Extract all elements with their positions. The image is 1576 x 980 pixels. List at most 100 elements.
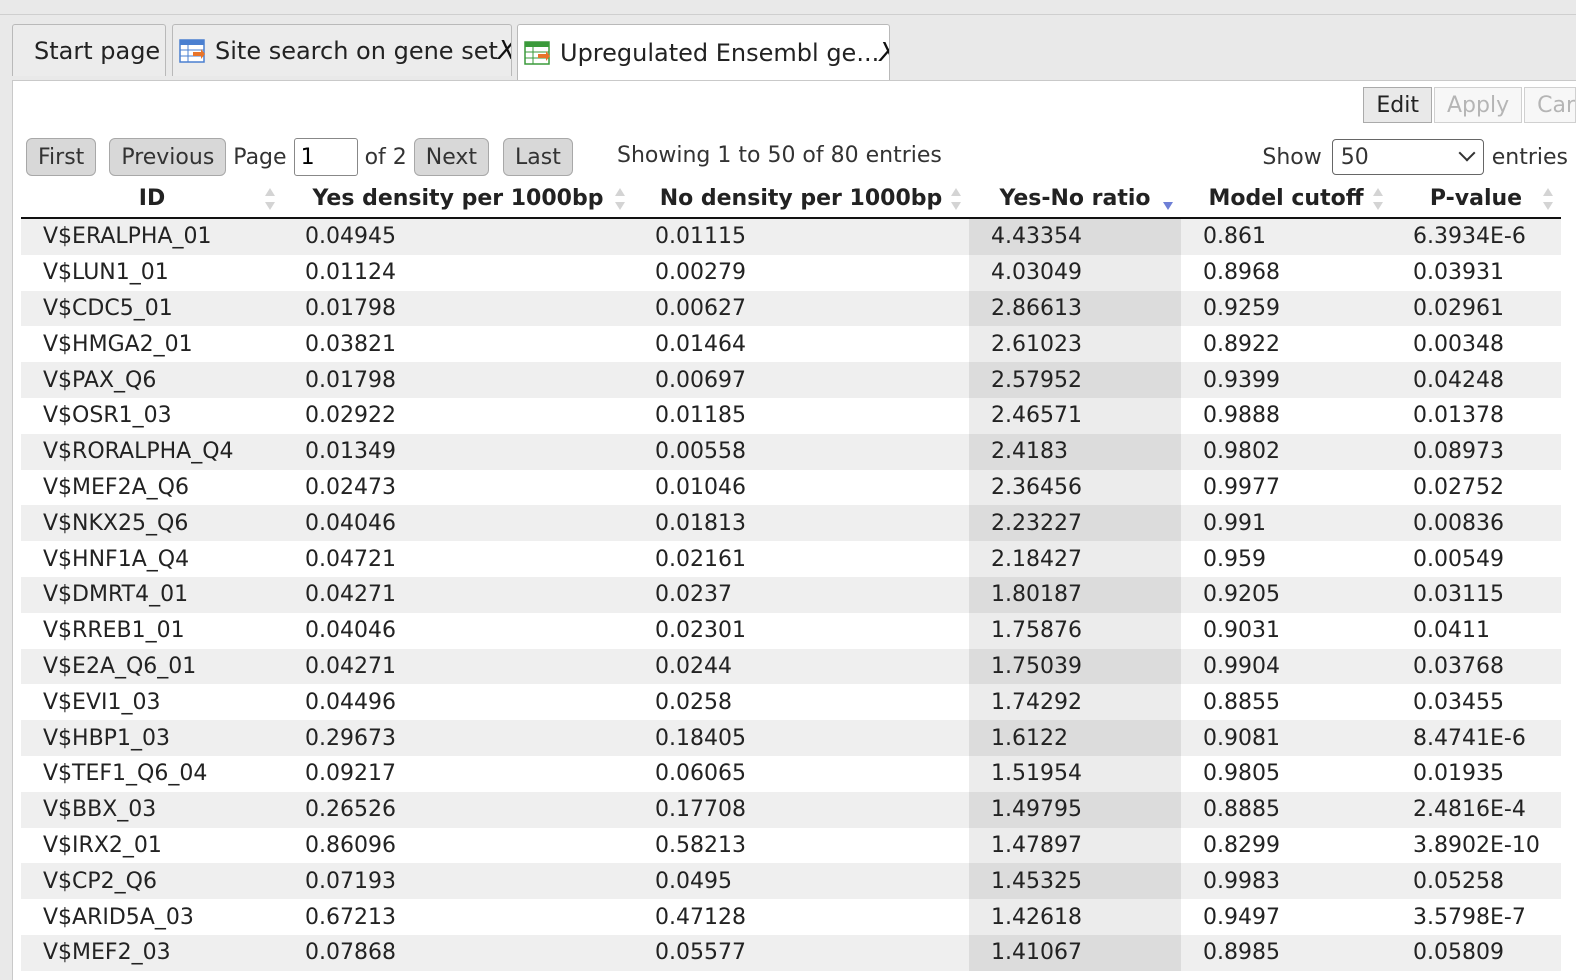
- cell-yes-no-ratio: 2.46571: [969, 397, 1181, 434]
- sort-icon: [1543, 188, 1553, 210]
- cell-yes-density: 0.03821: [283, 326, 633, 363]
- table-row[interactable]: V$E2A_Q6_01 0.04271 0.0244 1.75039 0.9904 0.0…: [21, 648, 1561, 685]
- table-row[interactable]: V$OSR1_03 0.02922 0.01185 2.46571 0.9888 0.01…: [21, 397, 1561, 434]
- sort-descending-icon: [1163, 202, 1173, 210]
- cell-no-density: 0.00627: [633, 290, 969, 327]
- cell-model-cutoff: 0.861: [1181, 218, 1391, 255]
- next-page-button[interactable]: Next: [413, 138, 490, 176]
- tab-site-search[interactable]: Site search on gene set X: [172, 24, 512, 76]
- cell-no-density: 0.17708: [633, 791, 969, 828]
- edit-button[interactable]: Edit: [1363, 87, 1432, 123]
- sort-icon: [1373, 188, 1383, 210]
- cell-id: V$ERALPHA_01: [21, 218, 283, 255]
- cell-id: V$LUN1_01: [21, 254, 283, 291]
- cell-id: V$E2A_Q6_01: [21, 648, 283, 685]
- table-row[interactable]: V$NKX25_Q6 0.04046 0.01813 2.23227 0.991 0.00…: [21, 505, 1561, 542]
- table-row[interactable]: V$RORALPHA_Q4 0.01349 0.00558 2.4183 0.9802 0…: [21, 433, 1561, 470]
- cell-p-value: 0.01935: [1391, 755, 1561, 792]
- table-row[interactable]: V$HMGA2_01 0.03821 0.01464 2.61023 0.8922 0.0…: [21, 326, 1561, 363]
- column-header-model-cutoff[interactable]: Model cutoff: [1181, 179, 1391, 219]
- table-row[interactable]: V$RREB1_01 0.04046 0.02301 1.75876 0.9031 0.0…: [21, 612, 1561, 649]
- cell-model-cutoff: 0.9805: [1181, 755, 1391, 792]
- first-page-button[interactable]: First: [26, 138, 97, 176]
- page-label: Page: [233, 144, 287, 170]
- close-icon[interactable]: X: [498, 36, 511, 66]
- cell-yes-density: 0.01349: [283, 433, 633, 470]
- cell-p-value: 0.03931: [1391, 254, 1561, 291]
- column-header-p-value[interactable]: P-value: [1391, 179, 1561, 219]
- table-row[interactable]: V$HBP1_03 0.29673 0.18405 1.6122 0.9081 8.474…: [21, 720, 1561, 756]
- tab-upregulated[interactable]: Upregulated Ensembl ge... X: [517, 24, 890, 80]
- cell-yes-density: 0.02473: [283, 469, 633, 506]
- cell-p-value: 0.02752: [1391, 469, 1561, 506]
- table-row[interactable]: V$BBX_03 0.26526 0.17708 1.49795 0.8885 2.481…: [21, 791, 1561, 828]
- cell-id: V$TEF1_Q6_04: [21, 755, 283, 792]
- last-page-button[interactable]: Last: [503, 138, 573, 176]
- cell-id: V$HBP1_03: [21, 720, 283, 756]
- close-icon[interactable]: X: [879, 38, 889, 68]
- table-row[interactable]: V$MEF2_03 0.07868 0.05577 1.41067 0.8985 0.05…: [21, 934, 1561, 971]
- cell-p-value: 3.8902E-10: [1391, 827, 1561, 864]
- table-row[interactable]: V$TEF1_Q6_04 0.09217 0.06065 1.51954 0.9805 0…: [21, 755, 1561, 792]
- column-header-id[interactable]: ID: [21, 179, 283, 219]
- cell-model-cutoff: 0.9081: [1181, 720, 1391, 756]
- cell-id: V$MEF2A_Q6: [21, 469, 283, 506]
- table-row[interactable]: V$HNF1A_Q4 0.04721 0.02161 2.18427 0.959 0.00…: [21, 541, 1561, 577]
- page-number-input[interactable]: [293, 138, 358, 176]
- cell-model-cutoff: 0.8985: [1181, 934, 1391, 971]
- cell-yes-density: 0.26526: [283, 791, 633, 828]
- table-row[interactable]: V$CDC5_01 0.01798 0.00627 2.86613 0.9259 0.02…: [21, 290, 1561, 327]
- cell-p-value: 0.00348: [1391, 326, 1561, 363]
- cell-model-cutoff: 0.9983: [1181, 863, 1391, 900]
- previous-page-button[interactable]: Previous: [109, 138, 227, 176]
- cell-p-value: 2.4816E-4: [1391, 791, 1561, 828]
- cell-id: V$PAX_Q6: [21, 362, 283, 398]
- cell-yes-no-ratio: 4.03049: [969, 254, 1181, 291]
- tab-label: Site search on gene set: [215, 36, 498, 65]
- page-size-value: 50: [1340, 144, 1369, 170]
- cell-id: V$NKX25_Q6: [21, 505, 283, 542]
- cell-no-density: 0.01464: [633, 326, 969, 363]
- cell-no-density: 0.0258: [633, 684, 969, 721]
- cell-model-cutoff: 0.9497: [1181, 899, 1391, 935]
- table-row[interactable]: V$EVI1_03 0.04496 0.0258 1.74292 0.8855 0.034…: [21, 684, 1561, 721]
- table-row[interactable]: V$LUN1_01 0.01124 0.00279 4.03049 0.8968 0.03…: [21, 254, 1561, 291]
- cell-no-density: 0.0237: [633, 576, 969, 613]
- cell-model-cutoff: 0.9904: [1181, 648, 1391, 685]
- cell-model-cutoff: 0.9031: [1181, 612, 1391, 649]
- column-header-yes-density[interactable]: Yes density per 1000bp: [283, 179, 633, 219]
- cell-yes-no-ratio: 1.51954: [969, 755, 1181, 792]
- tab-label: Upregulated Ensembl ge...: [560, 38, 880, 67]
- table-row[interactable]: V$IRX2_01 0.86096 0.58213 1.47897 0.8299 3.89…: [21, 827, 1561, 864]
- tab-start-page[interactable]: Start page: [12, 24, 166, 76]
- table-icon: [524, 40, 550, 65]
- cell-p-value: 0.03455: [1391, 684, 1561, 721]
- cell-id: V$RREB1_01: [21, 612, 283, 649]
- cell-yes-no-ratio: 1.6122: [969, 720, 1181, 756]
- cell-p-value: 0.05258: [1391, 863, 1561, 900]
- cell-model-cutoff: 0.991: [1181, 505, 1391, 542]
- apply-button[interactable]: Apply: [1433, 87, 1523, 123]
- page-size-select[interactable]: 50: [1331, 139, 1484, 175]
- cancel-button[interactable]: Car: [1524, 87, 1576, 123]
- column-header-no-density[interactable]: No density per 1000bp: [633, 179, 969, 219]
- table-row[interactable]: V$DMRT4_01 0.04271 0.0237 1.80187 0.9205 0.03…: [21, 576, 1561, 613]
- table-panel: Edit Apply Car First Previous Page of 2 …: [12, 80, 1576, 980]
- tab-label: Start page: [34, 36, 161, 65]
- cell-id: V$IRX2_01: [21, 827, 283, 864]
- cell-p-value: 0.08973: [1391, 433, 1561, 470]
- cell-id: V$BBX_03: [21, 791, 283, 828]
- edit-toolbar: Edit Apply Car: [1361, 87, 1576, 123]
- cell-no-density: 0.47128: [633, 899, 969, 935]
- cell-model-cutoff: 0.9259: [1181, 290, 1391, 327]
- cell-yes-density: 0.04945: [283, 218, 633, 255]
- column-header-yes-no-ratio[interactable]: Yes-No ratio: [969, 179, 1181, 219]
- table-row[interactable]: V$ERALPHA_01 0.04945 0.01115 4.43354 0.861 6.…: [21, 218, 1561, 255]
- table-row[interactable]: V$PAX_Q6 0.01798 0.00697 2.57952 0.9399 0.042…: [21, 362, 1561, 398]
- table-row[interactable]: V$MEF2A_Q6 0.02473 0.01046 2.36456 0.9977 0.0…: [21, 469, 1561, 506]
- cell-p-value: 0.03768: [1391, 648, 1561, 685]
- cell-yes-density: 0.09217: [283, 755, 633, 792]
- cell-p-value: 0.04248: [1391, 362, 1561, 398]
- table-row[interactable]: V$CP2_Q6 0.07193 0.0495 1.45325 0.9983 0.0525…: [21, 863, 1561, 900]
- table-row[interactable]: V$ARID5A_03 0.67213 0.47128 1.42618 0.9497 3.…: [21, 899, 1561, 935]
